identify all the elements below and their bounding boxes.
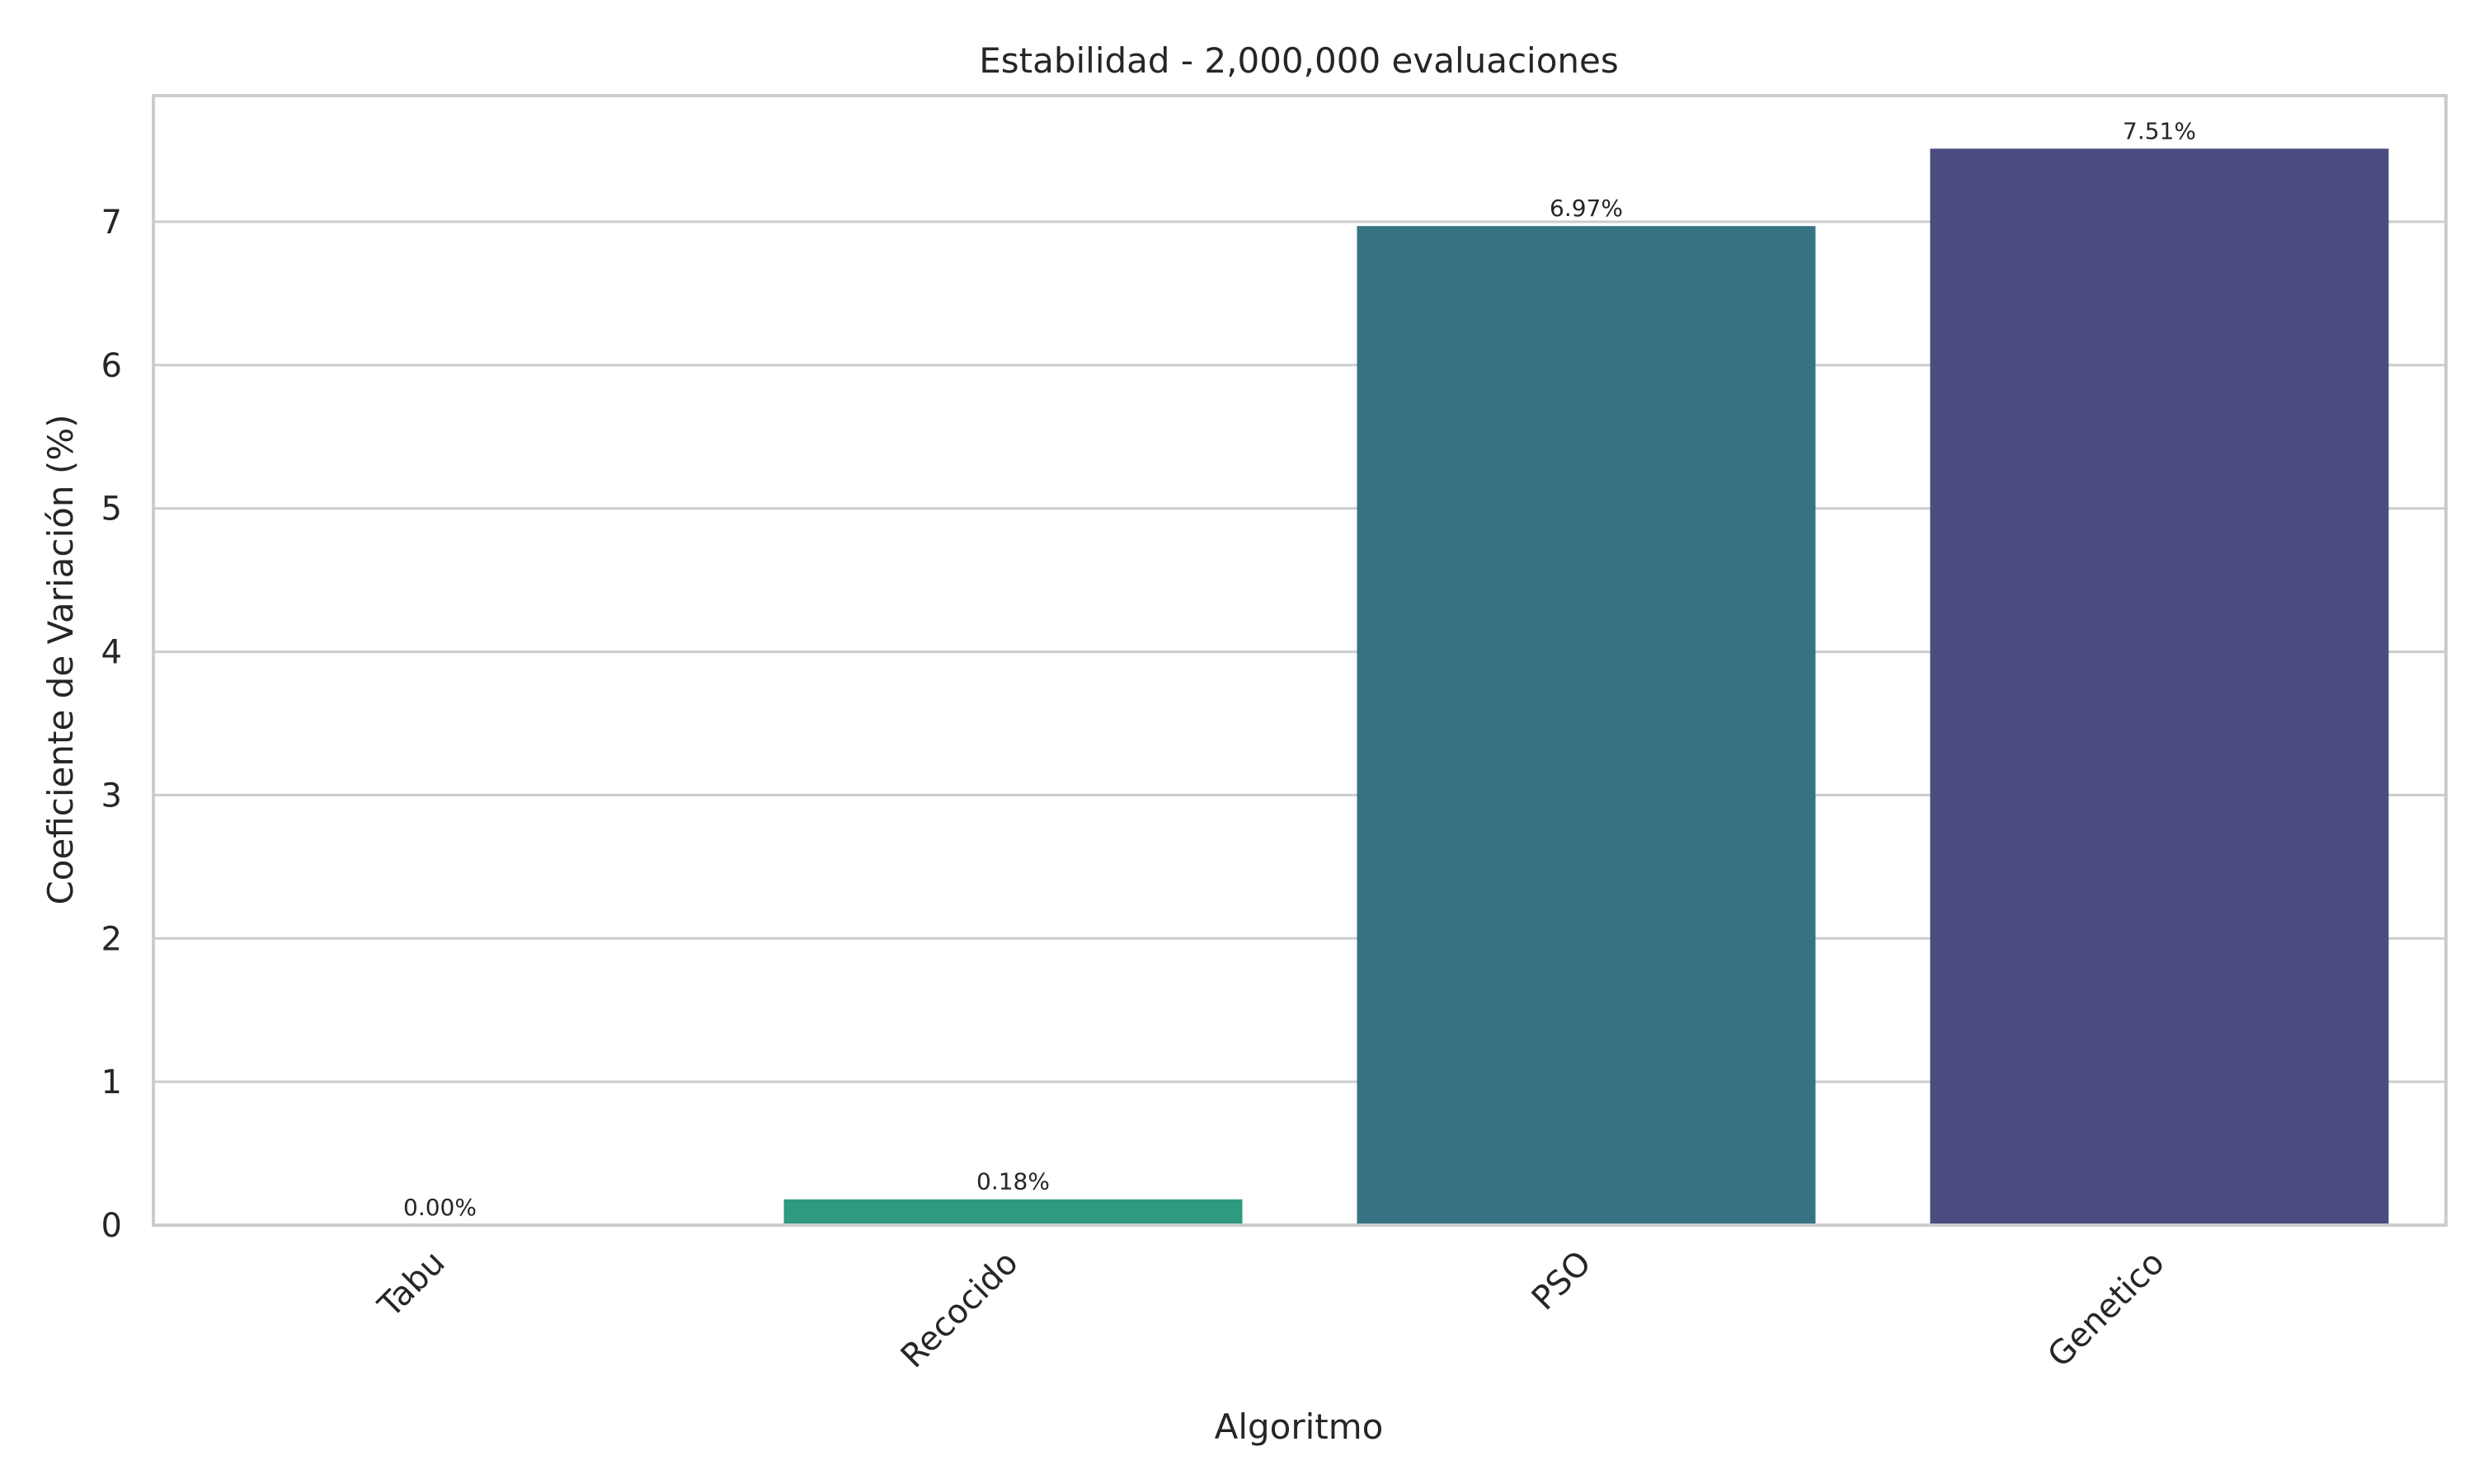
- y-axis-label: Coeficiente de Variación (%): [40, 414, 81, 904]
- y-tick-label: 5: [101, 491, 122, 528]
- x-axis-label: Algoritmo: [1215, 1407, 1384, 1447]
- bars: [783, 148, 2389, 1226]
- chart-title: Estabilidad - 2,000,000 evaluaciones: [979, 40, 1619, 81]
- y-tick-label: 1: [101, 1064, 122, 1101]
- data-label-pso: 6.97%: [1550, 195, 1623, 222]
- y-tick-label: 2: [101, 920, 122, 958]
- data-label-genetico: 7.51%: [2123, 117, 2196, 144]
- y-tick-label: 6: [101, 347, 122, 385]
- y-axis-ticks: 0 1 2 3 4 5 6 7: [101, 204, 122, 1245]
- data-labels: 0.00% 0.18% 6.97% 7.51%: [403, 117, 2196, 1221]
- y-tick-label: 7: [101, 204, 122, 242]
- bar-recocido: [783, 1199, 1243, 1225]
- plot-frame: [152, 94, 2448, 1227]
- y-tick-label: 3: [101, 777, 122, 815]
- bar-genetico: [1930, 148, 2389, 1226]
- y-tick-label: 4: [101, 634, 122, 672]
- data-label-recocido: 0.18%: [976, 1168, 1050, 1195]
- bar-pso: [1357, 226, 1816, 1225]
- y-tick-label: 0: [101, 1207, 122, 1245]
- data-label-tabu: 0.00%: [403, 1194, 477, 1221]
